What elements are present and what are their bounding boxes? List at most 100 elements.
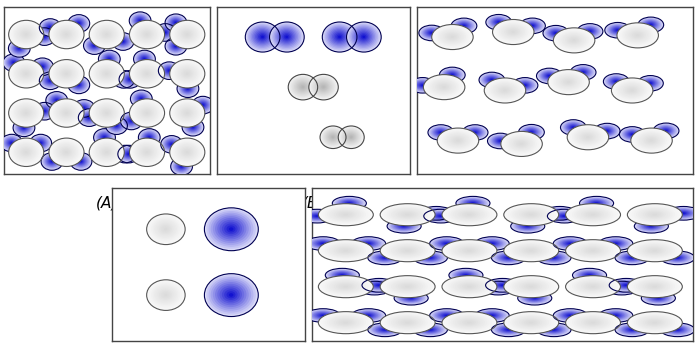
Circle shape — [53, 102, 79, 124]
Circle shape — [489, 134, 511, 147]
Circle shape — [173, 160, 190, 173]
Circle shape — [501, 88, 508, 92]
Circle shape — [211, 279, 251, 311]
Circle shape — [521, 82, 529, 88]
Circle shape — [420, 326, 440, 334]
Circle shape — [636, 207, 673, 222]
Circle shape — [34, 59, 51, 74]
Circle shape — [125, 76, 134, 83]
Circle shape — [608, 24, 627, 36]
Circle shape — [547, 209, 582, 223]
Circle shape — [644, 21, 657, 29]
Circle shape — [132, 101, 162, 125]
Circle shape — [139, 20, 141, 21]
Circle shape — [229, 227, 233, 231]
Circle shape — [54, 98, 60, 102]
Circle shape — [127, 118, 135, 124]
Circle shape — [164, 32, 166, 33]
Circle shape — [547, 74, 552, 77]
Circle shape — [48, 78, 52, 83]
Circle shape — [488, 242, 496, 245]
Circle shape — [169, 41, 182, 51]
Circle shape — [18, 123, 29, 132]
Circle shape — [53, 24, 79, 45]
Circle shape — [486, 15, 512, 30]
Circle shape — [442, 86, 446, 88]
Circle shape — [326, 130, 340, 143]
Circle shape — [191, 126, 195, 128]
Circle shape — [389, 220, 419, 232]
Circle shape — [195, 99, 210, 111]
Circle shape — [333, 32, 345, 42]
Circle shape — [478, 238, 506, 249]
Circle shape — [116, 147, 134, 161]
Circle shape — [108, 58, 110, 60]
Circle shape — [372, 253, 398, 263]
Circle shape — [419, 253, 442, 262]
Circle shape — [620, 83, 644, 97]
Circle shape — [13, 102, 39, 124]
Circle shape — [4, 137, 19, 149]
Circle shape — [619, 24, 657, 47]
Circle shape — [162, 227, 169, 231]
Circle shape — [220, 286, 242, 303]
Circle shape — [426, 210, 455, 222]
Circle shape — [101, 134, 108, 140]
Circle shape — [526, 213, 536, 216]
Circle shape — [18, 48, 20, 49]
Circle shape — [180, 82, 196, 95]
Circle shape — [73, 19, 84, 27]
Circle shape — [444, 70, 461, 80]
Circle shape — [530, 24, 535, 27]
Circle shape — [41, 66, 43, 68]
Circle shape — [161, 291, 170, 299]
Circle shape — [680, 212, 686, 214]
Circle shape — [139, 97, 143, 100]
Circle shape — [451, 207, 487, 222]
Circle shape — [650, 140, 653, 142]
Circle shape — [552, 210, 566, 216]
Circle shape — [505, 134, 537, 153]
Circle shape — [540, 324, 568, 335]
Circle shape — [567, 81, 570, 83]
Circle shape — [426, 256, 434, 259]
Circle shape — [209, 211, 253, 247]
Circle shape — [330, 29, 348, 44]
Circle shape — [629, 205, 680, 225]
Circle shape — [581, 246, 604, 255]
Circle shape — [79, 160, 83, 163]
Circle shape — [186, 112, 188, 114]
Circle shape — [59, 68, 74, 79]
Circle shape — [493, 252, 524, 264]
Circle shape — [438, 131, 443, 134]
Circle shape — [504, 256, 512, 259]
Circle shape — [519, 18, 545, 34]
Circle shape — [47, 158, 56, 165]
Circle shape — [328, 133, 337, 141]
Circle shape — [92, 23, 121, 46]
Circle shape — [400, 320, 414, 325]
Circle shape — [83, 113, 94, 122]
Circle shape — [554, 309, 586, 322]
Circle shape — [48, 25, 52, 30]
Circle shape — [612, 27, 623, 33]
Circle shape — [486, 15, 510, 29]
Circle shape — [508, 242, 554, 260]
Circle shape — [321, 243, 324, 244]
Circle shape — [339, 284, 352, 289]
Circle shape — [122, 149, 135, 159]
Circle shape — [92, 44, 96, 47]
Circle shape — [135, 52, 153, 66]
Circle shape — [121, 151, 129, 157]
Circle shape — [561, 240, 578, 247]
Circle shape — [554, 32, 558, 34]
Circle shape — [494, 286, 502, 290]
Circle shape — [369, 252, 400, 264]
Circle shape — [494, 252, 522, 263]
Circle shape — [18, 47, 21, 50]
Circle shape — [168, 141, 175, 147]
Circle shape — [22, 31, 30, 38]
Circle shape — [249, 25, 275, 48]
Circle shape — [115, 146, 135, 162]
Circle shape — [311, 76, 335, 97]
